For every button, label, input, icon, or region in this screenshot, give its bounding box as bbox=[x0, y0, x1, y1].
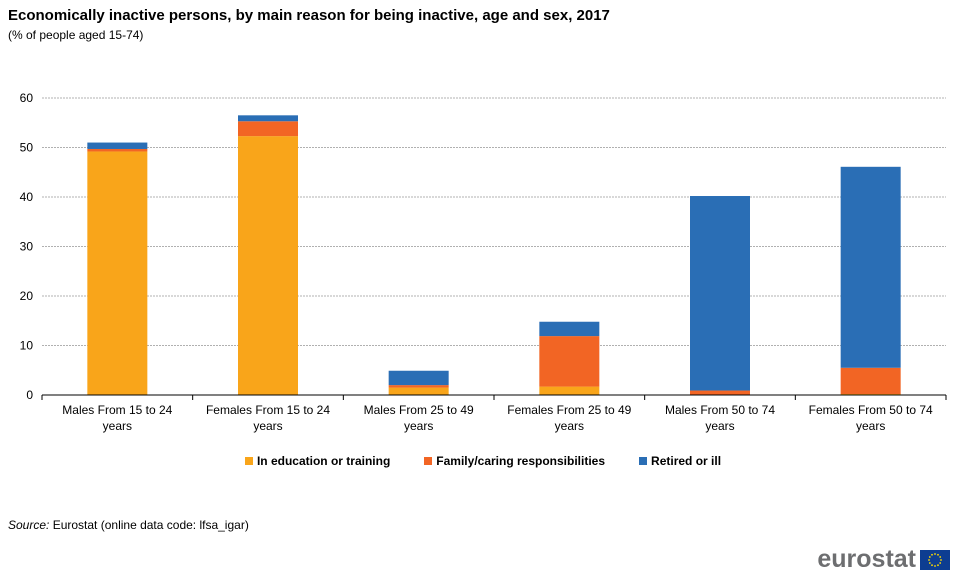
y-tick-label: 40 bbox=[20, 190, 34, 204]
bar-segment bbox=[238, 115, 298, 122]
bar-segment bbox=[840, 367, 901, 395]
y-tick-label: 10 bbox=[20, 339, 34, 353]
source-text: Eurostat (online data code: lfsa_igar) bbox=[52, 518, 249, 532]
x-tick-label: Males From 50 to 74 years bbox=[665, 403, 775, 433]
bar-segment bbox=[840, 166, 901, 368]
x-tick-label: Females From 50 to 74 years bbox=[809, 403, 933, 433]
bar-segment bbox=[87, 142, 148, 149]
bar-segment bbox=[238, 121, 298, 137]
bar-segment bbox=[690, 390, 750, 395]
bar-segment bbox=[690, 196, 750, 391]
bar-segment bbox=[539, 386, 600, 395]
y-tick-label: 0 bbox=[26, 388, 33, 402]
y-tick-label: 60 bbox=[20, 91, 34, 105]
y-tick-label: 30 bbox=[20, 240, 34, 254]
legend-label-education: In education or training bbox=[256, 454, 391, 468]
bar-segment bbox=[539, 336, 600, 387]
legend-item-family: Family/caring responsibilities bbox=[424, 454, 605, 468]
logo-wordmark: eurostat bbox=[817, 545, 916, 573]
y-tick-label: 50 bbox=[20, 141, 34, 155]
chart-title: Economically inactive persons, by main r… bbox=[8, 7, 610, 24]
eu-flag-icon bbox=[920, 549, 950, 570]
bar-segment bbox=[539, 321, 600, 337]
legend-item-retired: Retired or ill bbox=[639, 454, 721, 468]
bar-segment bbox=[388, 385, 449, 388]
bar-segment bbox=[238, 136, 298, 396]
x-tick-label: Males From 15 to 24 years bbox=[62, 403, 172, 433]
bar-segment bbox=[87, 148, 148, 152]
eurostat-logo: eurostat bbox=[817, 545, 950, 574]
legend-swatch-education bbox=[244, 457, 253, 465]
y-tick-label: 20 bbox=[20, 289, 34, 303]
chart-subtitle: (% of people aged 15-74) bbox=[8, 28, 144, 42]
legend-label-retired: Retired or ill bbox=[651, 454, 722, 468]
x-tick-label: Females From 15 to 24 years bbox=[206, 403, 330, 433]
bar-segment bbox=[388, 370, 449, 386]
legend-swatch-family bbox=[424, 457, 433, 465]
source-label: Source: bbox=[8, 518, 50, 532]
x-tick-label: Males From 25 to 49 years bbox=[364, 403, 474, 433]
x-tick-label: Females From 25 to 49 years bbox=[507, 403, 631, 433]
chart-legend: In education or training Family/caring r… bbox=[0, 454, 966, 468]
bar-segment bbox=[87, 151, 148, 395]
source-note: Source: Eurostat (online data code: lfsa… bbox=[8, 518, 249, 532]
bar-segment bbox=[388, 387, 449, 395]
legend-item-education: In education or training bbox=[244, 454, 391, 468]
legend-label-family: Family/caring responsibilities bbox=[436, 454, 606, 468]
legend-swatch-retired bbox=[639, 457, 648, 465]
stacked-bar-chart: 0 10 20 30 40 50 60 Males From 15 to 24 years Fem… bbox=[20, 91, 947, 433]
